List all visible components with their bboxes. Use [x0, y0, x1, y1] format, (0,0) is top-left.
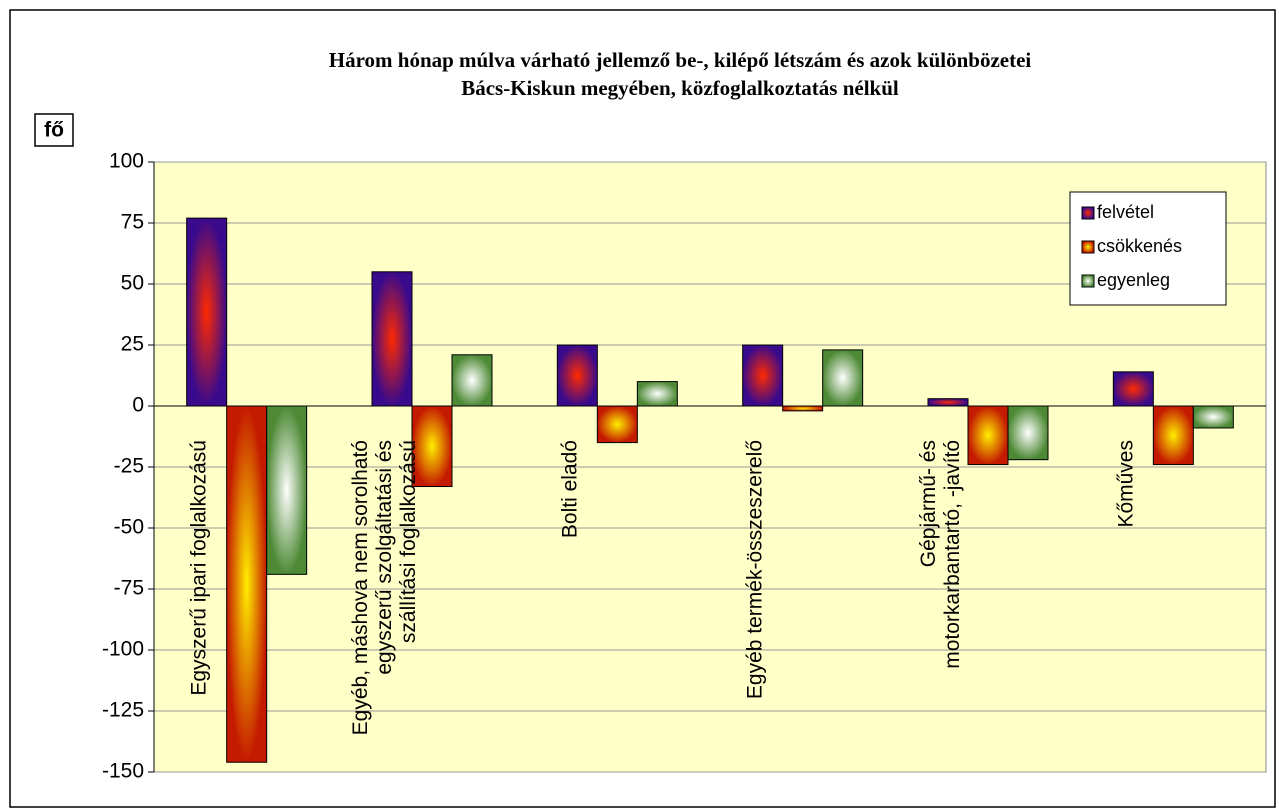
y-tick-label: -75	[114, 577, 144, 600]
x-tick-label: Egyéb, máshova nem sorolhatóegyszerű szo…	[349, 440, 420, 735]
bar	[967, 405, 1009, 466]
legend-swatch	[1081, 206, 1095, 220]
bar	[451, 354, 493, 407]
y-label-box	[34, 113, 74, 147]
y-axis-label: fő	[44, 119, 64, 142]
y-tick-label: 50	[121, 272, 144, 295]
bar	[782, 405, 824, 412]
legend-swatch	[1081, 240, 1095, 254]
bar	[927, 398, 969, 407]
x-tick-label: Kőműves	[1114, 440, 1137, 528]
legend-swatch	[1081, 274, 1095, 288]
y-tick-label: -50	[114, 516, 144, 539]
y-tick-label: -125	[102, 699, 144, 722]
bar	[742, 344, 784, 407]
y-tick-label: -100	[102, 638, 144, 661]
bar	[186, 217, 228, 407]
x-tick-label: Egyéb termék-összeszerelő	[744, 440, 767, 699]
legend-box	[1069, 191, 1227, 306]
y-tick-label: 75	[121, 211, 144, 234]
y-tick-label: 0	[132, 394, 144, 417]
bar	[822, 349, 864, 407]
x-tick-label: Bolti eladó	[558, 440, 581, 538]
bar	[1192, 405, 1234, 429]
bar	[1152, 405, 1194, 466]
bar	[1007, 405, 1049, 461]
legend-label: csökkenés	[1097, 236, 1182, 256]
bar	[226, 405, 268, 763]
x-tick-label: Egyszerű ipari foglalkozású	[188, 440, 211, 696]
bar	[411, 405, 453, 488]
y-tick-label: 25	[121, 333, 144, 356]
bar	[371, 271, 413, 407]
legend-label: egyenleg	[1097, 270, 1170, 290]
bar	[596, 405, 638, 444]
chart-subtitle: Bács-Kiskun megyében, közfoglalkoztatás …	[461, 76, 899, 100]
y-tick-label: -25	[114, 455, 144, 478]
y-tick-label: -150	[102, 760, 144, 783]
legend-label: felvétel	[1097, 202, 1154, 222]
bar	[1112, 371, 1154, 407]
y-tick-label: 100	[109, 150, 144, 173]
x-tick-label: Gépjármű- ésmotorkarbantartó, -javító	[917, 440, 964, 669]
bar	[266, 405, 308, 575]
bar	[636, 381, 678, 407]
legend: felvétel csökkenés egyenleg	[1069, 191, 1227, 306]
bar	[556, 344, 598, 407]
chart-title: Három hónap múlva várható jellemző be-, …	[329, 48, 1032, 72]
